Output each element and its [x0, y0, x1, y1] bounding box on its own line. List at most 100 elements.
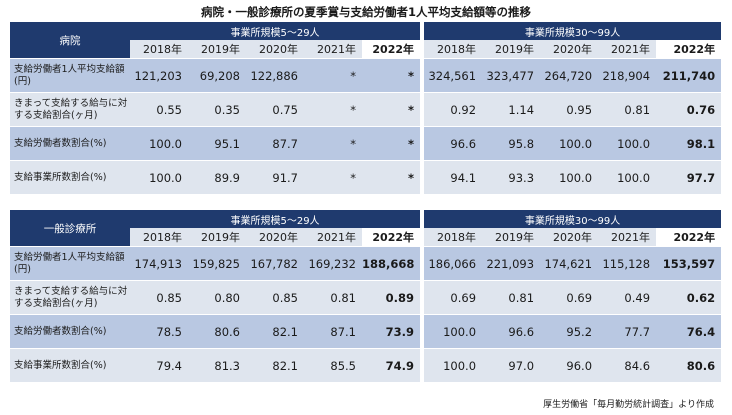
hospital-table: 病院 事業所規模5～29人 事業所規模30～99人 2018年 2019年 20…	[10, 22, 722, 194]
row-label: 支給事業所数割合(%)	[10, 348, 130, 382]
table-cell: *	[304, 126, 362, 160]
table-cell: 82.1	[246, 314, 304, 348]
table-cell: 87.1	[304, 314, 362, 348]
year-header: 2018年	[130, 228, 188, 246]
table-cell: 0.85	[130, 280, 188, 314]
year-header: 2021年	[304, 228, 362, 246]
row-label: 支給労働者1人平均支給額(円)	[10, 246, 130, 280]
table-cell: 100.0	[540, 126, 599, 160]
table-cell: 69,208	[188, 58, 246, 92]
table-cell: 100.0	[424, 348, 483, 382]
table-cell: 324,561	[424, 58, 483, 92]
year-header: 2021年	[598, 228, 657, 246]
table-cell: 96.6	[482, 314, 541, 348]
year-header: 2018年	[424, 228, 483, 246]
table-cell: 167,782	[246, 246, 304, 280]
table-cell: 93.3	[482, 160, 541, 194]
year-header: 2020年	[540, 40, 599, 58]
year-header: 2018年	[424, 40, 483, 58]
table-cell: 153,597	[656, 246, 722, 280]
table-cell: 323,477	[482, 58, 541, 92]
table-cell: 100.0	[540, 160, 599, 194]
table-cell: *	[362, 92, 421, 126]
group-header-5-29: 事業所規模5～29人	[130, 22, 421, 40]
table-row: 支給労働者数割合(%) 100.0 95.1 87.7 * * 96.6 95.8 100.0 1…	[10, 126, 722, 160]
table-cell: 73.9	[362, 314, 421, 348]
table-cell: 169,232	[304, 246, 362, 280]
table-row: きまって支給する給与に対する支給割合(ヶ月) 0.55 0.35 0.75 * * 0.92…	[10, 92, 722, 126]
table-cell: 100.0	[130, 126, 188, 160]
table-cell: 218,904	[598, 58, 657, 92]
table-row: きまって支給する給与に対する支給割合(ヶ月) 0.85 0.80 0.85 0.81 0.…	[10, 280, 722, 314]
table-row: 支給労働者1人平均支給額(円) 121,203 69,208 122,886 * * 324…	[10, 58, 722, 92]
year-header: 2022年	[362, 40, 421, 58]
table-row: 支給労働者1人平均支給額(円) 174,913 159,825 167,782 169,…	[10, 246, 722, 280]
table-cell: 97.7	[656, 160, 722, 194]
year-header: 2021年	[304, 40, 362, 58]
table-cell: 0.89	[362, 280, 421, 314]
group-header-30-99: 事業所規模30～99人	[424, 210, 722, 228]
table-cell: 211,740	[656, 58, 722, 92]
year-header: 2019年	[188, 228, 246, 246]
row-label: 支給労働者数割合(%)	[10, 126, 130, 160]
table-cell: 100.0	[424, 314, 483, 348]
table-cell: 95.2	[540, 314, 599, 348]
year-header: 2018年	[130, 40, 188, 58]
table-cell: 0.81	[482, 280, 541, 314]
table-cell: 95.8	[482, 126, 541, 160]
table-cell: 0.35	[188, 92, 246, 126]
table-cell: 100.0	[598, 160, 657, 194]
table-cell: 0.55	[130, 92, 188, 126]
table-cell: *	[362, 160, 421, 194]
table-cell: 80.6	[188, 314, 246, 348]
table-cell: 79.4	[130, 348, 188, 382]
table-cell: 0.81	[598, 92, 657, 126]
year-header: 2022年	[656, 228, 722, 246]
table-cell: 174,621	[540, 246, 599, 280]
row-label: 支給労働者数割合(%)	[10, 314, 130, 348]
table-cell: 78.5	[130, 314, 188, 348]
year-header: 2020年	[540, 228, 599, 246]
table-cell: 0.69	[540, 280, 599, 314]
table-cell: 159,825	[188, 246, 246, 280]
section-title: 病院	[10, 22, 130, 58]
year-header: 2022年	[362, 228, 421, 246]
table-cell: 89.9	[188, 160, 246, 194]
table-cell: 0.76	[656, 92, 722, 126]
table-cell: 0.81	[304, 280, 362, 314]
year-header: 2020年	[246, 228, 304, 246]
table-cell: 0.75	[246, 92, 304, 126]
table-cell: 0.92	[424, 92, 483, 126]
table-cell: 98.1	[656, 126, 722, 160]
table-cell: 0.85	[246, 280, 304, 314]
table-cell: 94.1	[424, 160, 483, 194]
table-cell: *	[304, 160, 362, 194]
table-row: 支給事業所数割合(%) 79.4 81.3 82.1 85.5 74.9 100.0 97.0…	[10, 348, 722, 382]
row-label: きまって支給する給与に対する支給割合(ヶ月)	[10, 280, 130, 314]
table-cell: 221,093	[482, 246, 541, 280]
group-header-30-99: 事業所規模30～99人	[424, 22, 722, 40]
table-cell: 174,913	[130, 246, 188, 280]
table-cell: 0.69	[424, 280, 483, 314]
table-cell: 100.0	[130, 160, 188, 194]
table-cell: 1.14	[482, 92, 541, 126]
table-cell: *	[304, 58, 362, 92]
table-cell: 97.0	[482, 348, 541, 382]
table-cell: 76.4	[656, 314, 722, 348]
row-label: 支給労働者1人平均支給額(円)	[10, 58, 130, 92]
table-cell: 82.1	[246, 348, 304, 382]
table-cell: 121,203	[130, 58, 188, 92]
table-cell: 80.6	[656, 348, 722, 382]
section-title: 一般診療所	[10, 210, 130, 246]
table-cell: 74.9	[362, 348, 421, 382]
table-cell: 188,668	[362, 246, 421, 280]
table-cell: 0.80	[188, 280, 246, 314]
year-header: 2022年	[656, 40, 722, 58]
table-cell: 0.62	[656, 280, 722, 314]
table-cell: 91.7	[246, 160, 304, 194]
table-row: 支給事業所数割合(%) 100.0 89.9 91.7 * * 94.1 93.3 100.0 1…	[10, 160, 722, 194]
row-label: きまって支給する給与に対する支給割合(ヶ月)	[10, 92, 130, 126]
source-credit: 厚生労働省「毎月勤労統計調査」より作成	[543, 400, 714, 410]
table-cell: 0.95	[540, 92, 599, 126]
row-label: 支給事業所数割合(%)	[10, 160, 130, 194]
